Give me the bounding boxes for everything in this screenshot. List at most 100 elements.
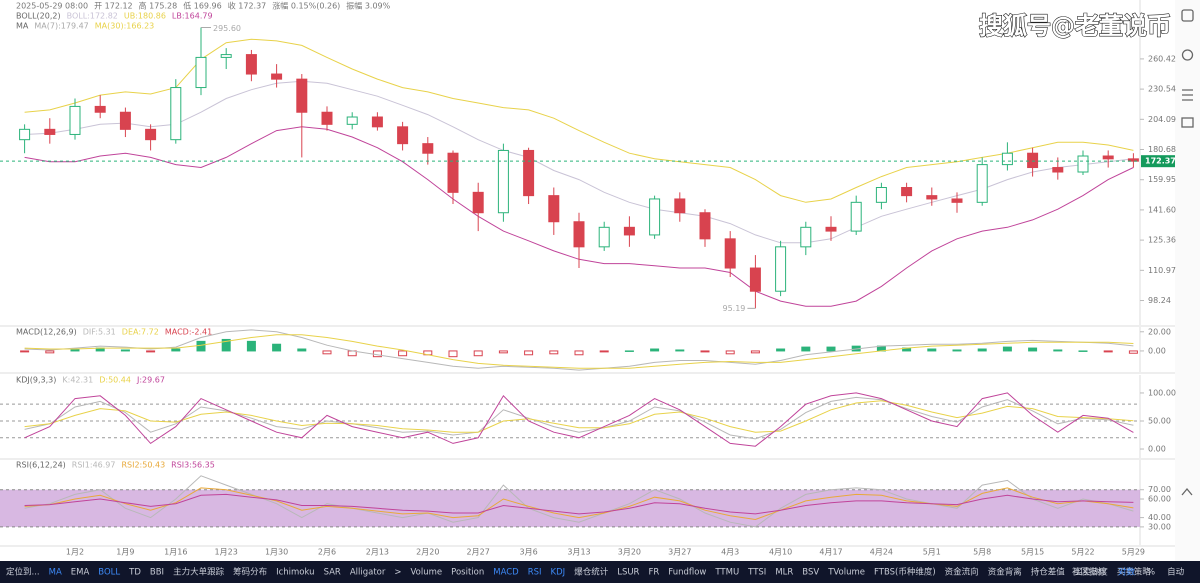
indicator-line [24,329,1134,371]
toolbar-item[interactable]: BBI [150,568,164,578]
toolbar-item[interactable]: SAR [324,568,341,578]
candle-body [573,221,585,248]
toolbar-item[interactable]: TTSI [747,568,766,578]
toolbar-item[interactable]: 社区指标 [1072,567,1107,578]
icon[interactable] [1181,49,1194,61]
macd-bar [120,349,130,352]
legend-entry: J:29.67 [136,376,165,385]
icon[interactable] [1181,487,1193,496]
toolbar-item[interactable]: TVolume [827,568,865,578]
watermark: 搜狐号@老董说币 [979,12,1171,40]
candle-body [422,143,434,154]
legend-entry: MA(30):166.23 [95,22,154,31]
candle-body [800,226,812,248]
y-tick-label: 0.00 [1148,445,1166,454]
toolbar-item[interactable]: 持仓差值 [1031,567,1066,578]
toolbar-item[interactable]: Alligator [350,568,386,578]
indicator-line [24,396,1134,440]
toolbar-item[interactable]: BSV [802,568,819,578]
macd-bar [650,348,660,352]
icon[interactable] [1182,89,1193,101]
toolbar-item[interactable]: MACD [493,568,519,578]
legend-entry: 涨幅 0.15%(0.26) [272,1,340,11]
toolbar-item[interactable]: % [1147,568,1155,578]
toolbar-item[interactable]: Fundflow [668,568,706,578]
macd-bar [272,343,282,352]
legend-entry: 2025-05-29 08:00 [16,2,88,11]
x-tick-label: 1月9 [116,548,134,557]
toolbar-item[interactable]: FR [648,568,659,578]
toolbar-item[interactable]: EMA [71,568,90,578]
toolbar-item[interactable]: 主力大单跟踪 [173,567,225,578]
candle-body [119,111,131,130]
legend-entry: BOLL(20,2) [16,12,61,21]
candle-body [19,128,31,141]
candle-body [1102,155,1114,160]
toolbar-item[interactable]: TD [128,568,141,578]
macd-bar [549,350,559,355]
candle-body [69,105,81,135]
toolbar-item[interactable]: 筹码分布 [233,567,267,578]
macd-bar [221,338,231,352]
toolbar-item[interactable]: 资金流向 [945,567,979,578]
x-tick-label: 1月23 [215,548,238,557]
toolbar-item[interactable]: KDJ [551,568,566,578]
macd-bar [448,350,458,358]
x-tick-label: 3月20 [618,548,641,557]
y-tick-label: 70.00 [1148,485,1171,494]
last-price-label: 172.37 [1145,157,1176,166]
candle-body [371,116,383,128]
toolbar-item[interactable]: MLR [775,568,793,578]
toolbar-item[interactable]: MA [49,568,62,578]
y-tick-label: 60.00 [1148,495,1171,504]
legend-entry: D:50.44 [99,376,131,385]
y-tick-label: 204.09 [1148,115,1176,124]
x-tick-label: 5月22 [1071,548,1094,557]
macd-bar [675,349,685,352]
candle-body [1127,158,1139,162]
toolbar-item[interactable]: 对数 [1118,567,1136,578]
x-tick-label: 3月13 [567,548,590,557]
rsi-band [0,489,1140,527]
macd-bar [498,350,508,354]
macd-bar [574,350,584,356]
y-tick-label: 159.95 [1148,175,1176,184]
candle-body [825,226,837,232]
candle-body [724,238,736,269]
toolbar-item[interactable]: BOLL [98,568,120,578]
candle-body [1052,167,1064,173]
candle-body [1027,152,1039,169]
toolbar-item[interactable]: RSI [528,568,542,578]
toolbar-item[interactable]: 定位到... [6,567,40,578]
legend-entry: MA [16,22,29,31]
y-tick-label: 0.00 [1148,346,1166,355]
x-tick-label: 4月10 [769,548,792,557]
y-tick-label: 40.00 [1148,513,1171,522]
candle-body [397,126,409,145]
macd-bar [977,348,987,352]
legend-entry: RSI1:46.97 [72,461,116,470]
toolbar-item[interactable]: 自动 [1167,567,1185,578]
toolbar-item[interactable]: > [394,568,401,578]
legend-entry: MACD(12,26,9) [16,328,77,337]
toolbar-item[interactable]: 买卖策略 [1117,567,1152,578]
toolbar-item[interactable]: LSUR [617,568,639,578]
candle-body [523,149,535,197]
toolbar-item[interactable]: TTMU [714,568,739,578]
toolbar-item[interactable]: 爆仓统计 [574,567,609,578]
candle-body [1001,152,1013,166]
legend-entry: 收 172.37 [228,1,267,11]
indicator-line [24,400,1134,433]
icon[interactable] [1181,9,1194,22]
toolbar-item[interactable]: Position [451,568,484,578]
toolbar-item[interactable]: FTBS(币种维度) [874,567,936,578]
toolbar-item[interactable]: Ichimoku [276,568,314,578]
macd-bar [725,350,735,355]
candle-body [951,198,963,203]
toolbar-item[interactable]: 资金背离 [988,567,1022,578]
icon[interactable] [1181,117,1194,128]
toolbar-item[interactable]: 买卖热度 [1074,567,1109,578]
toolbar-item[interactable]: Volume [411,568,443,578]
